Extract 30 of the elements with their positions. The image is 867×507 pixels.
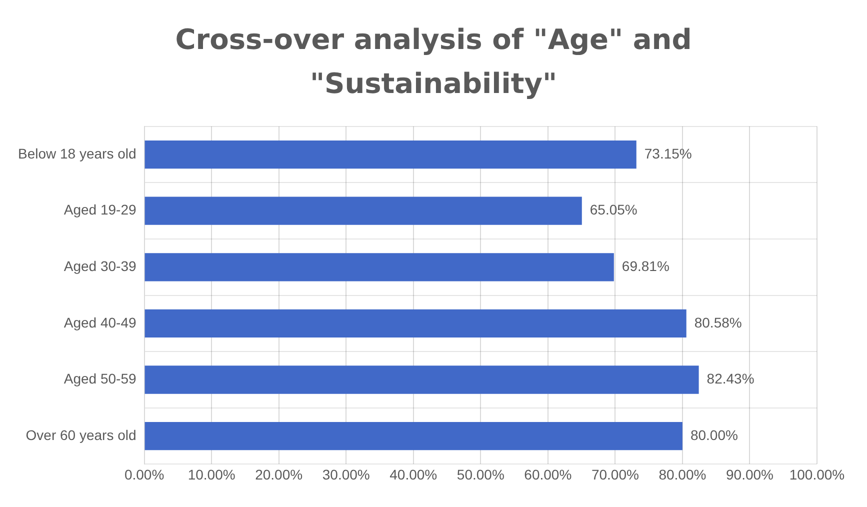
x-tick-label: 20.00% (255, 466, 303, 482)
y-tick-label: Over 60 years old (26, 426, 136, 443)
bar (144, 309, 686, 338)
x-tick-label: 10.00% (188, 466, 236, 482)
y-tick-label: Below 18 years old (18, 145, 136, 162)
data-label: 65.05% (590, 202, 638, 218)
bar (144, 140, 636, 169)
data-label: 73.15% (644, 145, 692, 162)
x-tick-label: 80.00% (658, 466, 706, 482)
bar (144, 196, 582, 225)
x-tick-label: 100.00% (789, 466, 845, 482)
data-label: 80.58% (694, 314, 742, 330)
x-tick-label: 50.00% (456, 466, 504, 482)
data-label: 82.43% (706, 370, 754, 387)
x-tick-label: 0.00% (124, 466, 164, 482)
y-tick-label: Aged 40-49 (64, 314, 136, 330)
y-tick-label: Aged 19-29 (64, 202, 136, 218)
y-tick-label: Aged 50-59 (64, 370, 136, 387)
chart-title: Cross-over analysis of "Age" and "Sustainability" (174, 22, 693, 102)
y-tick-label: Aged 30-39 (64, 258, 136, 274)
x-tick-label: 70.00% (591, 466, 639, 482)
x-tick-label: 40.00% (390, 466, 438, 482)
bar (144, 253, 614, 282)
x-tick-label: 60.00% (524, 466, 572, 482)
x-tick-label: 30.00% (322, 466, 370, 482)
data-label: 69.81% (622, 258, 670, 274)
bar (144, 422, 682, 450)
x-tick-label: 90.00% (726, 466, 774, 482)
data-label: 80.00% (690, 426, 738, 443)
bar (144, 366, 699, 394)
